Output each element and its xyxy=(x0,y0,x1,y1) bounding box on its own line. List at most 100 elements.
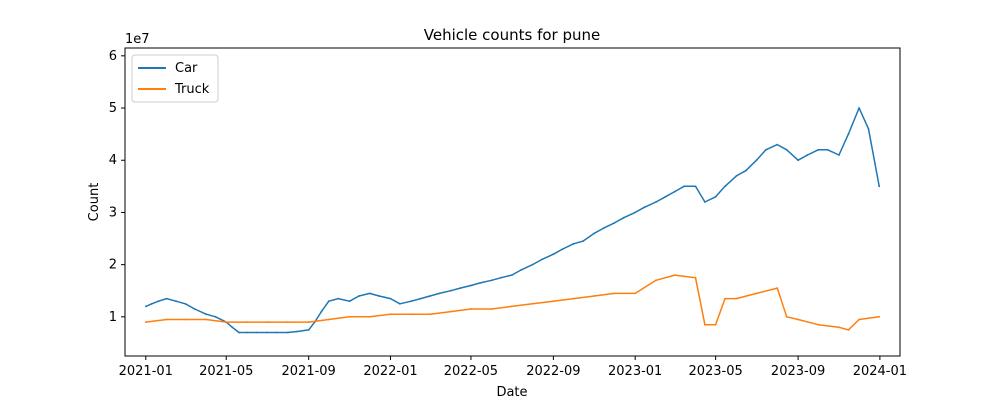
x-tick-label: 2021-09 xyxy=(282,364,336,379)
data-point-truck xyxy=(307,321,310,323)
data-point-truck xyxy=(246,321,248,323)
data-point-car xyxy=(552,253,555,256)
data-point-truck xyxy=(858,318,860,321)
data-point-truck xyxy=(797,318,799,321)
data-point-car xyxy=(238,331,240,334)
data-point-truck xyxy=(552,300,555,303)
y-tick-label: 1 xyxy=(109,310,117,325)
data-point-car xyxy=(683,185,685,188)
data-point-truck xyxy=(613,292,616,295)
data-point-truck xyxy=(847,329,850,331)
data-point-car xyxy=(320,310,323,313)
x-tick-label: 2023-05 xyxy=(688,364,742,379)
data-point-truck xyxy=(724,297,726,300)
y-tick-label: 2 xyxy=(109,258,117,273)
data-point-car xyxy=(634,211,637,214)
data-point-car xyxy=(399,302,401,305)
data-point-truck xyxy=(184,318,187,321)
data-point-truck xyxy=(704,323,706,326)
data-point-truck xyxy=(144,321,147,323)
data-point-car xyxy=(490,279,493,282)
data-point-car xyxy=(410,300,413,303)
series-line-truck xyxy=(145,274,880,331)
data-point-car xyxy=(175,300,177,303)
data-point-truck xyxy=(572,297,575,300)
data-point-car xyxy=(867,127,870,130)
data-point-truck xyxy=(266,321,268,323)
y-offset-label: 1e7 xyxy=(125,32,150,47)
data-point-truck xyxy=(531,302,534,305)
data-point-car xyxy=(735,175,738,177)
data-point-truck xyxy=(510,305,513,308)
plot-frame xyxy=(124,47,901,357)
x-tick-label: 2024-01 xyxy=(853,364,907,379)
chart-title: Vehicle counts for pune xyxy=(424,26,600,44)
data-point-truck xyxy=(776,287,779,289)
series-line-car xyxy=(145,107,880,334)
data-point-car xyxy=(724,185,726,188)
y-axis: 1 2 3 4 5 6 xyxy=(109,49,125,325)
data-point-car xyxy=(858,107,860,109)
data-point-car xyxy=(184,302,187,305)
data-point-truck xyxy=(225,321,228,323)
x-tick-label: 2021-05 xyxy=(199,364,253,379)
data-point-car xyxy=(714,195,717,198)
data-point-car xyxy=(664,195,667,198)
data-point-car xyxy=(541,258,543,261)
y-tick-label: 3 xyxy=(109,205,117,220)
data-point-truck xyxy=(735,297,738,300)
data-point-car xyxy=(266,331,268,334)
data-point-truck xyxy=(470,308,472,310)
data-point-car xyxy=(438,292,441,295)
data-point-car xyxy=(287,331,289,334)
data-point-car xyxy=(613,222,616,224)
x-tick-label: 2023-09 xyxy=(771,364,825,379)
data-point-truck xyxy=(694,276,697,279)
data-point-car xyxy=(765,148,767,151)
data-point-car xyxy=(348,300,351,303)
data-point-car xyxy=(327,300,330,303)
data-point-truck xyxy=(389,313,392,316)
data-point-car xyxy=(500,276,502,279)
data-point-car xyxy=(459,287,462,289)
data-point-truck xyxy=(368,315,371,318)
data-point-car xyxy=(838,154,840,156)
legend: Car Truck xyxy=(131,54,219,103)
legend-label-car: Car xyxy=(175,61,198,76)
data-point-truck xyxy=(429,313,431,316)
data-point-truck xyxy=(838,326,840,329)
data-point-truck xyxy=(878,315,881,318)
data-point-car xyxy=(878,185,881,188)
data-point-truck xyxy=(348,315,351,318)
data-point-car xyxy=(231,326,234,329)
y-tick-label: 6 xyxy=(109,49,117,64)
data-point-truck xyxy=(593,295,596,297)
data-point-car xyxy=(817,148,820,151)
data-point-car xyxy=(389,297,392,300)
data-point-truck xyxy=(634,292,637,295)
data-point-car xyxy=(704,201,706,203)
data-point-car xyxy=(776,143,779,146)
data-point-truck xyxy=(410,313,413,316)
data-point-car xyxy=(368,292,371,295)
data-point-car xyxy=(205,313,208,316)
data-point-car xyxy=(673,190,676,193)
data-point-car xyxy=(429,295,431,297)
x-tick-label: 2022-09 xyxy=(526,364,580,379)
data-point-car xyxy=(744,169,747,172)
data-point-car xyxy=(622,216,625,219)
data-point-car xyxy=(806,154,809,156)
data-point-car xyxy=(561,248,564,250)
y-tick-label: 4 xyxy=(109,153,117,168)
x-axis-label: Date xyxy=(496,385,527,400)
data-point-truck xyxy=(287,321,289,323)
data-point-car xyxy=(470,284,472,287)
data-point-car xyxy=(510,274,513,276)
data-point-truck xyxy=(327,318,330,321)
data-point-car xyxy=(157,300,160,303)
data-point-car xyxy=(479,282,482,284)
data-point-truck xyxy=(785,315,788,318)
data-point-truck xyxy=(205,318,208,321)
data-point-truck xyxy=(449,310,452,313)
data-point-car xyxy=(165,297,168,300)
